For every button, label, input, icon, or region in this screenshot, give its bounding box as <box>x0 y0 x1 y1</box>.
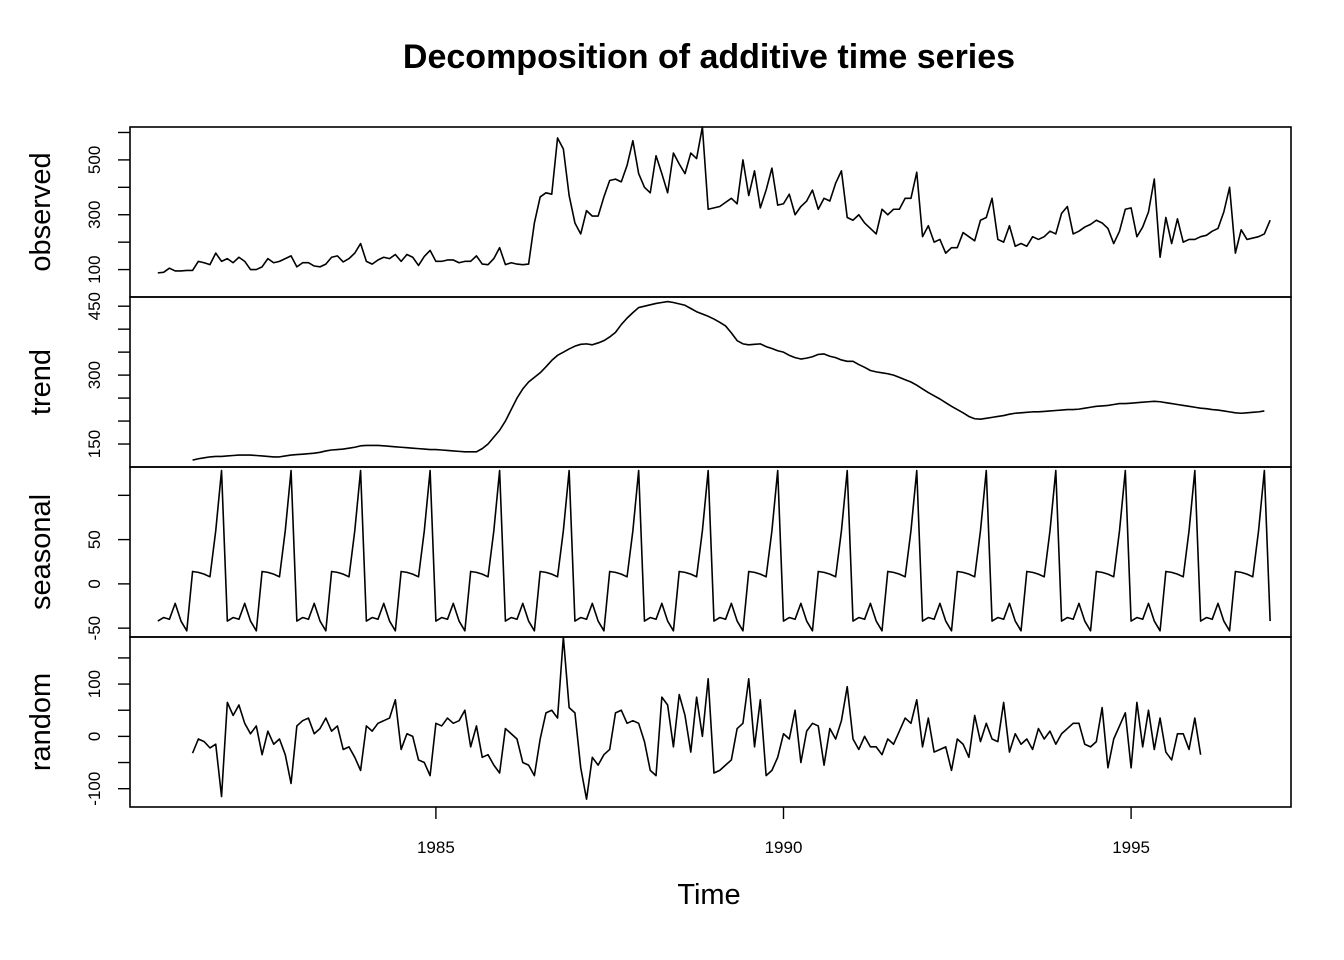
y-axis-title-seasonal: seasonal <box>25 494 57 610</box>
y-tick-label-observed-2: 500 <box>85 146 104 174</box>
chart-title: Decomposition of additive time series <box>403 38 1015 76</box>
y-axis-title-random: random <box>25 673 57 771</box>
series-line-trend <box>192 300 1265 461</box>
y-tick-label-random-0: -100 <box>85 772 104 806</box>
panel-frame-trend <box>129 296 1292 468</box>
x-axis-title: Time <box>677 879 740 911</box>
y-tick-label-observed-1: 300 <box>85 201 104 229</box>
x-tick-label-2: 1995 <box>1112 838 1150 857</box>
y-tick-label-trend-0: 150 <box>85 430 104 458</box>
panel-frame-observed <box>129 126 1292 298</box>
x-tick-label-1: 1990 <box>765 838 803 857</box>
y-tick-label-random-1: 0 <box>85 732 104 741</box>
series-line-random <box>191 636 1202 800</box>
y-tick-label-seasonal-0: -50 <box>85 616 104 641</box>
y-tick-label-observed-0: 100 <box>85 255 104 283</box>
y-tick-label-random-2: 100 <box>85 670 104 698</box>
x-tick-label-0: 1985 <box>417 838 455 857</box>
y-axis-title-trend: trend <box>25 349 57 415</box>
y-tick-label-seasonal-2: 50 <box>85 530 104 549</box>
y-tick-label-trend-1: 300 <box>85 361 104 389</box>
y-tick-label-seasonal-1: 0 <box>85 579 104 588</box>
series-line-seasonal <box>157 469 1271 632</box>
y-tick-label-trend-2: 450 <box>85 292 104 320</box>
panel-frame-random <box>129 636 1292 808</box>
y-axis-title-observed: observed <box>25 152 57 271</box>
plot-layer: 100 300 500 observed 150 300 450 trend -50 0 50 sea… <box>25 126 1292 857</box>
series-line-observed <box>157 126 1271 274</box>
